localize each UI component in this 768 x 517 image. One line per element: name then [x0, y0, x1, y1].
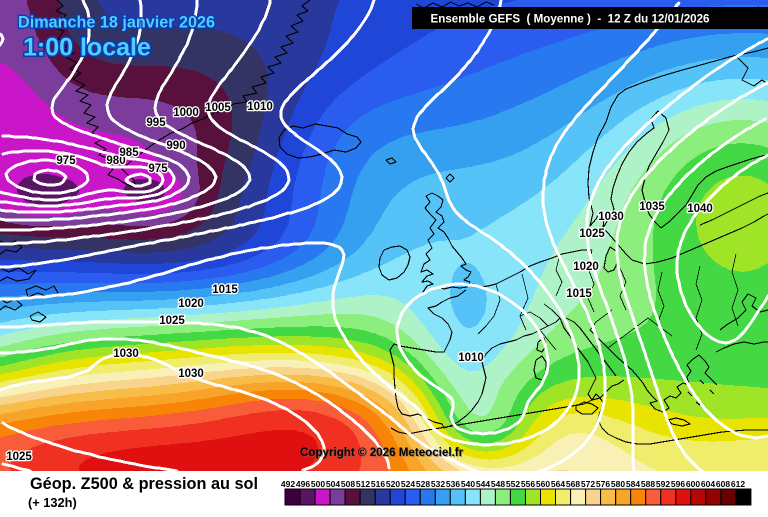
svg-text:1010: 1010: [247, 101, 273, 113]
svg-text:544: 544: [476, 479, 490, 489]
svg-text:Copyright © 2026 Meteociel.fr: Copyright © 2026 Meteociel.fr: [300, 446, 464, 459]
svg-text:568: 568: [566, 479, 580, 489]
svg-text:584: 584: [626, 479, 640, 489]
svg-text:548: 548: [491, 479, 505, 489]
svg-text:512: 512: [356, 479, 370, 489]
svg-text:1030: 1030: [178, 368, 204, 380]
svg-text:592: 592: [656, 479, 670, 489]
svg-text:572: 572: [581, 479, 595, 489]
svg-text:596: 596: [671, 479, 685, 489]
svg-text:1025: 1025: [6, 451, 32, 463]
svg-text:524: 524: [401, 479, 415, 489]
svg-text:975: 975: [148, 163, 168, 175]
svg-text:536: 536: [446, 479, 460, 489]
svg-text:1030: 1030: [598, 211, 624, 223]
svg-text:1020: 1020: [178, 298, 204, 310]
svg-text:1020: 1020: [573, 261, 599, 273]
svg-text:1030: 1030: [113, 348, 139, 360]
svg-text:1040: 1040: [687, 203, 713, 215]
svg-text:520: 520: [386, 479, 400, 489]
svg-text:Géop. Z500 & pression au sol: Géop. Z500 & pression au sol: [30, 475, 258, 493]
svg-text:600: 600: [686, 479, 700, 489]
svg-text:975: 975: [56, 155, 76, 167]
svg-text:Ensemble GEFS ( Moyenne ) -: Ensemble GEFS ( Moyenne ) - 12 Z du 12/0…: [431, 13, 711, 26]
svg-text:Dimanche 18 janvier 2026: Dimanche 18 janvier 2026: [18, 14, 215, 32]
svg-text:1015: 1015: [212, 284, 238, 296]
svg-text:552: 552: [506, 479, 520, 489]
svg-text:588: 588: [641, 479, 655, 489]
svg-text:1000: 1000: [173, 107, 199, 119]
svg-text:504: 504: [326, 479, 340, 489]
svg-text:564: 564: [551, 479, 565, 489]
svg-text:(+ 132h): (+ 132h): [28, 495, 77, 510]
svg-text:556: 556: [521, 479, 535, 489]
svg-text:Copyright © 2026 Meteociel.fr: Copyright © 2026 Meteociel.fr: [301, 447, 465, 460]
svg-text:500: 500: [311, 479, 325, 489]
svg-text:985: 985: [119, 147, 139, 159]
svg-text:1:00 locale: 1:00 locale: [23, 34, 151, 62]
svg-text:608: 608: [716, 479, 730, 489]
svg-text:576: 576: [596, 479, 610, 489]
svg-text:560: 560: [536, 479, 550, 489]
svg-text:1015: 1015: [566, 288, 592, 300]
svg-text:496: 496: [296, 479, 310, 489]
svg-text:540: 540: [461, 479, 475, 489]
svg-text:516: 516: [371, 479, 385, 489]
svg-text:1010: 1010: [458, 352, 484, 364]
svg-text:990: 990: [166, 140, 185, 152]
svg-text:532: 532: [431, 479, 445, 489]
svg-text:980: 980: [106, 155, 125, 167]
svg-text:492: 492: [281, 479, 295, 489]
svg-text:1005: 1005: [205, 102, 231, 114]
svg-text:508: 508: [341, 479, 355, 489]
svg-text:1035: 1035: [639, 201, 665, 213]
svg-text:1025: 1025: [579, 228, 605, 240]
svg-text:995: 995: [146, 117, 166, 129]
svg-text:604: 604: [701, 479, 715, 489]
svg-text:1025: 1025: [159, 315, 185, 327]
svg-text:580: 580: [611, 479, 625, 489]
svg-text:612: 612: [731, 479, 745, 489]
svg-text:528: 528: [416, 479, 430, 489]
